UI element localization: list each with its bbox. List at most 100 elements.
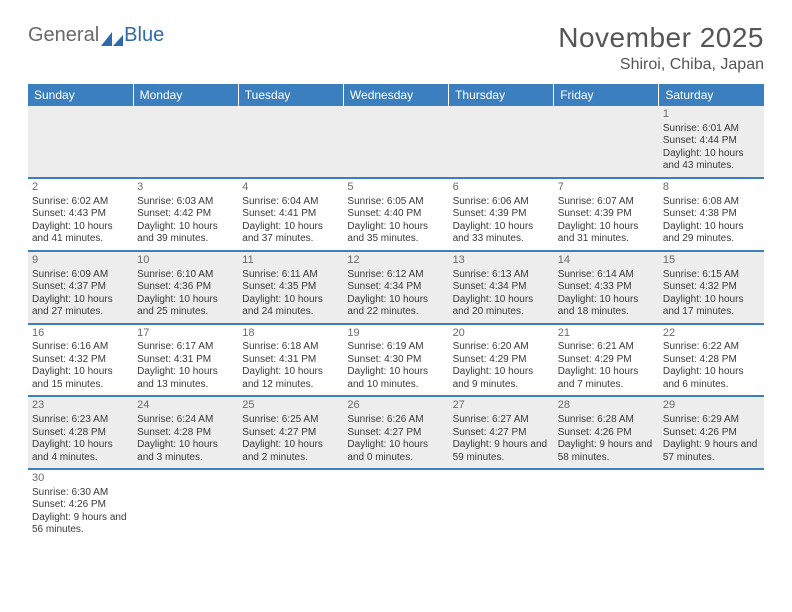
day-number: 27 <box>453 399 550 413</box>
daylight-text: Daylight: 10 hours and 29 minutes. <box>663 221 760 246</box>
calendar-empty-cell <box>554 469 659 541</box>
calendar-day-cell: 19Sunrise: 6:19 AMSunset: 4:30 PMDayligh… <box>343 324 448 397</box>
sunrise-text: Sunrise: 6:13 AM <box>453 269 550 282</box>
calendar-day-cell: 30Sunrise: 6:30 AMSunset: 4:26 PMDayligh… <box>28 469 133 541</box>
day-header: Wednesday <box>343 84 448 106</box>
logo-sail-icon <box>101 29 123 43</box>
sunset-text: Sunset: 4:41 PM <box>242 208 339 221</box>
daylight-text: Daylight: 10 hours and 22 minutes. <box>347 294 444 319</box>
sunrise-text: Sunrise: 6:26 AM <box>347 414 444 427</box>
page-header: GeneralBlue November 2025 Shiroi, Chiba,… <box>28 22 764 74</box>
daylight-text: Daylight: 10 hours and 25 minutes. <box>137 294 234 319</box>
sunrise-text: Sunrise: 6:24 AM <box>137 414 234 427</box>
sunset-text: Sunset: 4:30 PM <box>347 354 444 367</box>
sunrise-text: Sunrise: 6:19 AM <box>347 341 444 354</box>
sunrise-text: Sunrise: 6:28 AM <box>558 414 655 427</box>
sunrise-text: Sunrise: 6:16 AM <box>32 341 129 354</box>
calendar-day-cell: 20Sunrise: 6:20 AMSunset: 4:29 PMDayligh… <box>449 324 554 397</box>
calendar-day-cell: 2Sunrise: 6:02 AMSunset: 4:43 PMDaylight… <box>28 178 133 251</box>
day-number: 11 <box>242 254 339 268</box>
daylight-text: Daylight: 10 hours and 24 minutes. <box>242 294 339 319</box>
daylight-text: Daylight: 10 hours and 35 minutes. <box>347 221 444 246</box>
daylight-text: Daylight: 10 hours and 33 minutes. <box>453 221 550 246</box>
sunset-text: Sunset: 4:32 PM <box>663 281 760 294</box>
day-number: 13 <box>453 254 550 268</box>
calendar-empty-cell <box>449 106 554 178</box>
daylight-text: Daylight: 10 hours and 6 minutes. <box>663 366 760 391</box>
daylight-text: Daylight: 10 hours and 18 minutes. <box>558 294 655 319</box>
calendar-empty-cell <box>133 106 238 178</box>
day-number: 22 <box>663 327 760 341</box>
sunrise-text: Sunrise: 6:04 AM <box>242 196 339 209</box>
sunset-text: Sunset: 4:36 PM <box>137 281 234 294</box>
day-number: 21 <box>558 327 655 341</box>
sunrise-text: Sunrise: 6:25 AM <box>242 414 339 427</box>
day-number: 3 <box>137 181 234 195</box>
calendar-day-cell: 15Sunrise: 6:15 AMSunset: 4:32 PMDayligh… <box>659 251 764 324</box>
sunset-text: Sunset: 4:35 PM <box>242 281 339 294</box>
day-number: 24 <box>137 399 234 413</box>
brand-logo: GeneralBlue <box>28 24 164 47</box>
sunset-text: Sunset: 4:29 PM <box>453 354 550 367</box>
sunrise-text: Sunrise: 6:06 AM <box>453 196 550 209</box>
daylight-text: Daylight: 10 hours and 2 minutes. <box>242 439 339 464</box>
day-number: 1 <box>663 108 760 122</box>
sunrise-text: Sunrise: 6:15 AM <box>663 269 760 282</box>
location-label: Shiroi, Chiba, Japan <box>558 56 764 74</box>
sunrise-text: Sunrise: 6:08 AM <box>663 196 760 209</box>
calendar-day-cell: 9Sunrise: 6:09 AMSunset: 4:37 PMDaylight… <box>28 251 133 324</box>
daylight-text: Daylight: 10 hours and 10 minutes. <box>347 366 444 391</box>
brand-part2: Blue <box>124 24 164 47</box>
sunrise-text: Sunrise: 6:30 AM <box>32 487 129 500</box>
day-header-row: Sunday Monday Tuesday Wednesday Thursday… <box>28 84 764 106</box>
day-number: 8 <box>663 181 760 195</box>
sunset-text: Sunset: 4:26 PM <box>32 499 129 512</box>
sunrise-text: Sunrise: 6:21 AM <box>558 341 655 354</box>
sunrise-text: Sunrise: 6:11 AM <box>242 269 339 282</box>
sunset-text: Sunset: 4:43 PM <box>32 208 129 221</box>
sunset-text: Sunset: 4:26 PM <box>558 427 655 440</box>
day-header: Monday <box>133 84 238 106</box>
daylight-text: Daylight: 9 hours and 59 minutes. <box>453 439 550 464</box>
daylight-text: Daylight: 10 hours and 37 minutes. <box>242 221 339 246</box>
daylight-text: Daylight: 10 hours and 0 minutes. <box>347 439 444 464</box>
calendar-day-cell: 1Sunrise: 6:01 AMSunset: 4:44 PMDaylight… <box>659 106 764 178</box>
calendar-day-cell: 17Sunrise: 6:17 AMSunset: 4:31 PMDayligh… <box>133 324 238 397</box>
calendar-empty-cell <box>28 106 133 178</box>
day-number: 6 <box>453 181 550 195</box>
day-header: Saturday <box>659 84 764 106</box>
daylight-text: Daylight: 10 hours and 9 minutes. <box>453 366 550 391</box>
daylight-text: Daylight: 10 hours and 12 minutes. <box>242 366 339 391</box>
day-number: 9 <box>32 254 129 268</box>
day-number: 2 <box>32 181 129 195</box>
day-number: 14 <box>558 254 655 268</box>
day-number: 18 <box>242 327 339 341</box>
sunrise-text: Sunrise: 6:02 AM <box>32 196 129 209</box>
day-number: 19 <box>347 327 444 341</box>
calendar-week-row: 30Sunrise: 6:30 AMSunset: 4:26 PMDayligh… <box>28 469 764 541</box>
sunset-text: Sunset: 4:29 PM <box>558 354 655 367</box>
calendar-day-cell: 4Sunrise: 6:04 AMSunset: 4:41 PMDaylight… <box>238 178 343 251</box>
day-number: 10 <box>137 254 234 268</box>
daylight-text: Daylight: 10 hours and 17 minutes. <box>663 294 760 319</box>
day-number: 12 <box>347 254 444 268</box>
daylight-text: Daylight: 10 hours and 13 minutes. <box>137 366 234 391</box>
calendar-empty-cell <box>554 106 659 178</box>
day-header: Thursday <box>449 84 554 106</box>
month-title: November 2025 <box>558 22 764 54</box>
calendar-week-row: 9Sunrise: 6:09 AMSunset: 4:37 PMDaylight… <box>28 251 764 324</box>
day-number: 25 <box>242 399 339 413</box>
calendar-empty-cell <box>133 469 238 541</box>
daylight-text: Daylight: 9 hours and 58 minutes. <box>558 439 655 464</box>
calendar-empty-cell <box>238 469 343 541</box>
sunset-text: Sunset: 4:42 PM <box>137 208 234 221</box>
calendar-day-cell: 3Sunrise: 6:03 AMSunset: 4:42 PMDaylight… <box>133 178 238 251</box>
calendar-week-row: 2Sunrise: 6:02 AMSunset: 4:43 PM Daylight… <box>28 178 764 251</box>
calendar-table: Sunday Monday Tuesday Wednesday Thursday… <box>28 84 764 541</box>
title-block: November 2025 Shiroi, Chiba, Japan <box>558 22 764 74</box>
calendar-day-cell: 21Sunrise: 6:21 AMSunset: 4:29 PMDayligh… <box>554 324 659 397</box>
daylight-text: Daylight: 10 hours and 15 minutes. <box>32 366 129 391</box>
sunrise-text: Sunrise: 6:12 AM <box>347 269 444 282</box>
sunset-text: Sunset: 4:34 PM <box>347 281 444 294</box>
sunset-text: Sunset: 4:38 PM <box>663 208 760 221</box>
